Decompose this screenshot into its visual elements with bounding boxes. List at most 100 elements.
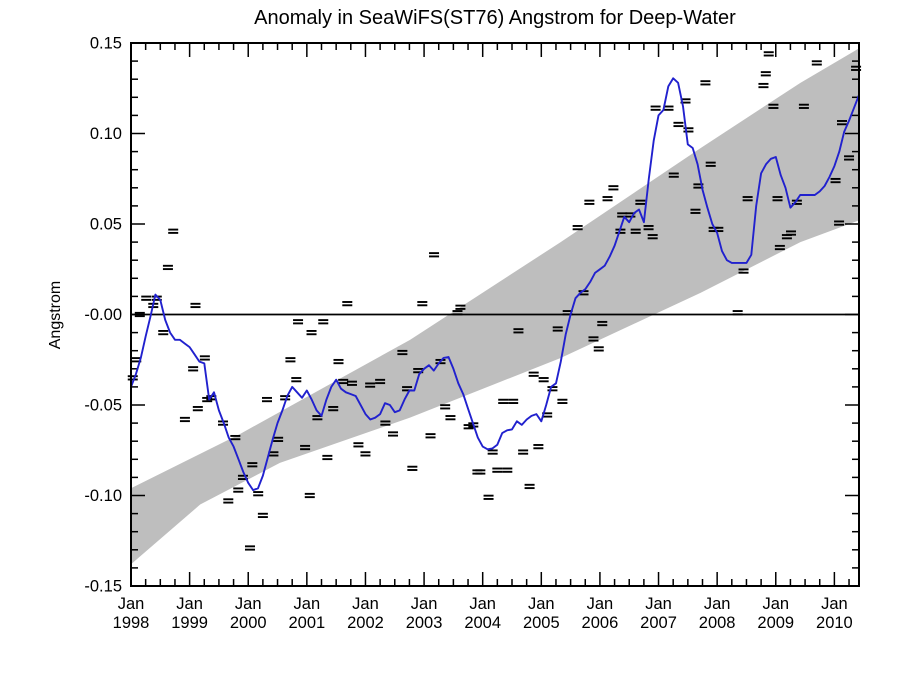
data-point-marker <box>572 225 583 231</box>
y-tick-label: 0.10 <box>90 125 122 143</box>
data-point-marker <box>475 469 486 475</box>
data-point-marker <box>837 120 848 126</box>
data-point-marker <box>445 415 456 421</box>
data-point-marker <box>830 177 841 184</box>
data-point-marker <box>257 512 268 519</box>
data-point-marker <box>557 398 568 404</box>
data-point-marker <box>127 375 138 381</box>
x-tick-label-month: Jan <box>469 595 496 613</box>
x-tick-label-year: 2010 <box>816 614 853 632</box>
smoothed-anomaly-line <box>130 77 860 492</box>
y-tick-label: -0.15 <box>84 578 122 596</box>
data-point-marker <box>625 212 636 218</box>
data-point-marker <box>584 199 595 205</box>
plot-frame <box>130 42 860 587</box>
data-point-marker <box>407 465 418 471</box>
data-point-marker <box>312 415 323 421</box>
x-tick-label-year: 2004 <box>464 614 501 632</box>
data-point-marker <box>542 412 553 418</box>
data-point-marker <box>768 103 779 109</box>
data-point-marker <box>429 252 440 258</box>
data-point-marker <box>304 492 315 499</box>
data-point-marker <box>452 310 463 316</box>
data-point-marker <box>492 467 503 473</box>
data-point-marker <box>293 319 304 325</box>
confidence-band <box>131 48 859 565</box>
data-point-marker <box>322 454 333 461</box>
data-point-marker <box>593 346 604 352</box>
data-point-marker <box>602 196 613 202</box>
data-point-marker <box>318 319 329 325</box>
x-tick-label-year: 2008 <box>699 614 736 632</box>
data-point-marker <box>223 498 234 504</box>
data-point-marker <box>673 121 684 128</box>
y-axis-title: Angstrom <box>47 280 64 350</box>
data-point-marker <box>188 366 199 372</box>
y-tick-label: -0.05 <box>84 397 122 415</box>
data-point-marker <box>162 264 173 271</box>
data-point-marker <box>190 302 201 309</box>
data-point-marker <box>342 301 353 307</box>
data-point-marker <box>273 436 284 442</box>
data-point-marker <box>463 424 474 430</box>
data-point-marker <box>306 330 317 336</box>
x-tick-label-year: 2002 <box>347 614 384 632</box>
data-point-marker <box>608 185 619 191</box>
data-point-marker <box>244 545 255 551</box>
x-tick-label-month: Jan <box>411 595 438 613</box>
x-tick-label-month: Jan <box>762 595 789 613</box>
data-point-marker <box>413 368 424 374</box>
data-point-marker <box>758 82 769 89</box>
x-tick-label-month: Jan <box>235 595 262 613</box>
data-point-marker <box>502 467 513 473</box>
data-point-marker <box>635 199 646 205</box>
data-point-marker <box>483 494 494 500</box>
data-point-marker <box>435 358 446 365</box>
data-point-marker <box>663 105 674 111</box>
data-point-marker <box>158 330 169 336</box>
data-point-marker <box>291 377 302 383</box>
data-point-marker <box>588 336 599 342</box>
x-tick-label-year: 2000 <box>230 614 267 632</box>
data-point-marker <box>380 420 391 426</box>
data-point-marker <box>247 462 258 468</box>
data-point-marker <box>202 396 213 403</box>
data-point-marker <box>732 310 743 316</box>
data-point-marker <box>375 378 386 385</box>
data-point-marker <box>365 382 376 388</box>
y-tick-labels: 0.15 0.10 0.05 -0.00 -0.05 -0.10 -0.15 <box>84 35 122 596</box>
data-point-marker <box>643 225 654 231</box>
data-point-marker <box>693 183 704 189</box>
data-point-marker <box>487 449 498 455</box>
data-point-marker <box>300 444 311 451</box>
data-point-marker <box>533 444 544 450</box>
data-point-marker <box>131 357 142 363</box>
x-tick-label-year: 2001 <box>288 614 325 632</box>
data-point-marker <box>134 311 145 318</box>
data-point-marker <box>713 226 724 233</box>
y-tick-label: -0.10 <box>84 487 122 505</box>
data-point-marker <box>498 398 509 404</box>
x-tick-label-year: 2007 <box>640 614 677 632</box>
data-point-marker <box>285 357 296 363</box>
data-point-marker <box>425 433 436 439</box>
x-tick-label-month: Jan <box>118 595 145 613</box>
data-point-marker <box>597 320 608 327</box>
data-point-marker <box>417 301 428 307</box>
data-point-marker <box>328 406 339 412</box>
data-point-marker <box>774 244 785 251</box>
x-tick-label-year: 1999 <box>171 614 208 632</box>
data-point-marker <box>168 228 179 234</box>
y-tick-label: 0.05 <box>90 216 122 234</box>
data-point-marker <box>199 355 210 361</box>
data-point-marker <box>798 103 809 109</box>
data-point-marker <box>763 51 774 57</box>
data-point-marker <box>346 380 357 386</box>
data-point-marker <box>562 310 573 316</box>
data-point-marker <box>630 228 641 234</box>
data-point-marker <box>680 98 691 104</box>
data-point-marker <box>650 105 661 111</box>
y-tick-label: -0.00 <box>84 306 122 324</box>
data-point-marker <box>834 220 845 226</box>
